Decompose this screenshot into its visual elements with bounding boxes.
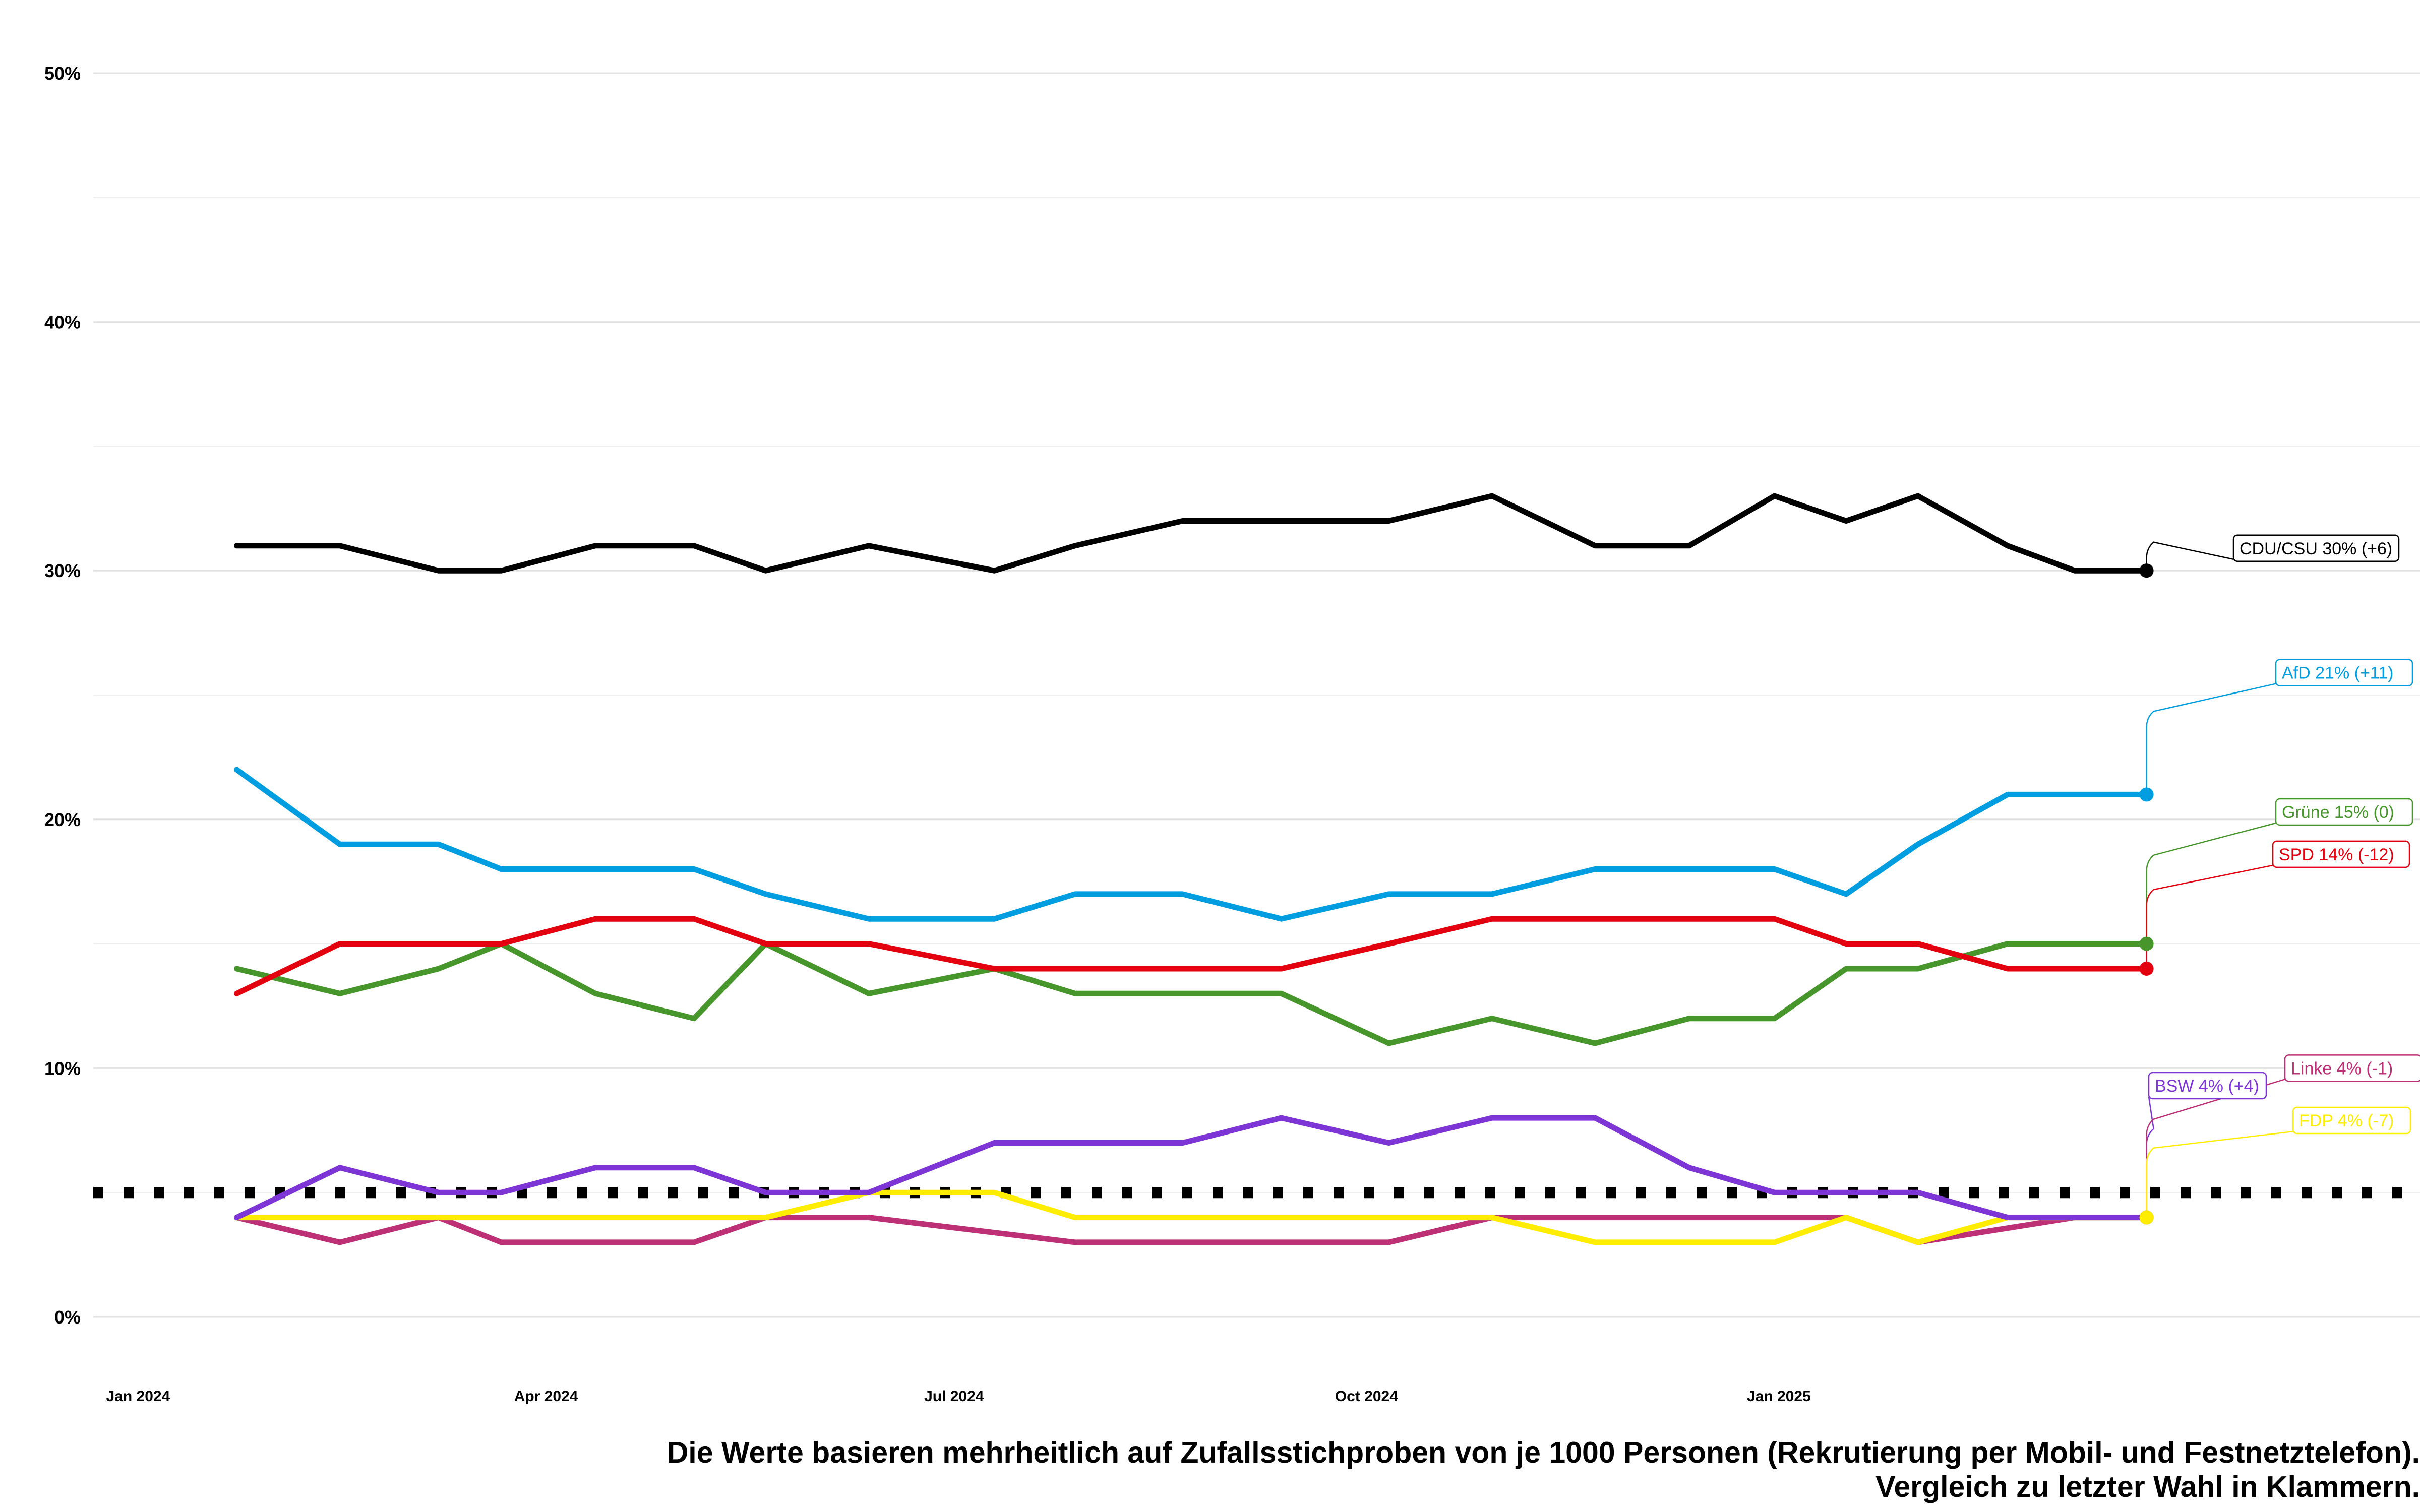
end-label: Linke 4% (-1) (2291, 1059, 2393, 1078)
end-point (2139, 787, 2154, 802)
series-line-bsw (234, 1115, 2150, 1221)
leader-line (2146, 1079, 2285, 1218)
y-tick-label: 50% (44, 63, 81, 84)
end-label-box (2275, 798, 2413, 826)
series-line-spd (234, 916, 2150, 996)
y-tick-label: 20% (44, 809, 81, 830)
end-label-box (2292, 1106, 2411, 1135)
end-label: AfD 21% (+11) (2282, 664, 2393, 683)
end-point (2139, 961, 2154, 976)
leader-line (2146, 864, 2273, 969)
end-label-box (2272, 840, 2410, 868)
x-tick-label: Apr 2024 (514, 1388, 578, 1405)
end-points (2139, 563, 2154, 1225)
series-line-afd (234, 767, 2150, 922)
end-label: SPD 14% (-12) (2279, 845, 2394, 864)
series-lines (234, 493, 2150, 1245)
leader-line (2146, 683, 2276, 795)
end-label-box (2275, 659, 2413, 686)
leader-line (2146, 541, 2234, 571)
gridlines (93, 72, 2420, 1318)
leader-line (2146, 822, 2276, 944)
leader-line (2146, 1130, 2293, 1218)
series-line-cdu-csu (234, 493, 2150, 574)
end-label: CDU/CSU 30% (+6) (2240, 539, 2392, 558)
y-tick-label: 10% (44, 1058, 81, 1079)
end-point (2139, 563, 2154, 578)
end-label: Grüne 15% (0) (2282, 803, 2394, 822)
x-tick-label: Jul 2024 (924, 1388, 984, 1405)
caption-line-2: Vergleich zu letzter Wahl in Klammern. (1876, 1470, 2420, 1503)
end-labels: CDU/CSU 30% (+6) AfD 21% (+11) Grüne 15% (… (2148, 534, 2420, 1135)
series-line-gr-ne (234, 941, 2150, 1046)
end-point (2139, 1210, 2154, 1225)
x-tick-label: Jan 2025 (1747, 1388, 1811, 1405)
label-leaders (2146, 541, 2293, 1218)
caption: Die Werte basieren mehrheitlich auf Zufa… (667, 1435, 2420, 1504)
x-tick-label: Jan 2024 (106, 1388, 170, 1405)
end-label-box (2284, 1054, 2420, 1082)
x-tick-label: Oct 2024 (1335, 1388, 1398, 1405)
y-tick-label: 0% (54, 1307, 81, 1328)
series-line-fdp (234, 1189, 2150, 1245)
y-axis-labels: 0% 10% 20% 30% 40% 50% (44, 63, 81, 1328)
end-label: FDP 4% (-7) (2299, 1111, 2394, 1130)
end-label-box (2232, 534, 2400, 562)
end-label-box (2148, 1072, 2267, 1100)
y-tick-label: 40% (44, 312, 81, 333)
y-tick-label: 30% (44, 560, 81, 581)
end-point (2139, 936, 2154, 951)
end-label: BSW 4% (+4) (2155, 1077, 2259, 1096)
series-line-linke (234, 1215, 2150, 1245)
x-axis-labels: Jan 2024 Apr 2024 Jul 2024 Oct 2024 Jan 2025 (106, 1388, 1811, 1405)
caption-line-1: Die Werte basieren mehrheitlich auf Zufa… (667, 1436, 2420, 1469)
